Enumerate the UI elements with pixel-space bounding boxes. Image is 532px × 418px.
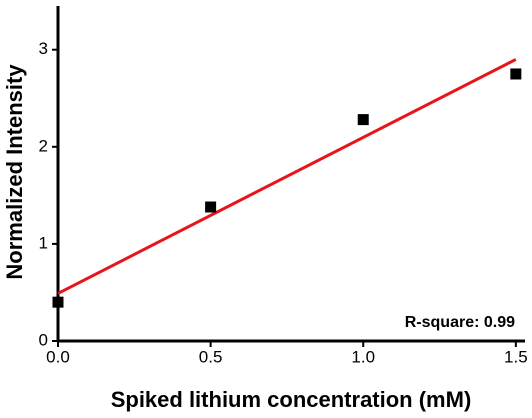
y-tick-label: 2	[39, 136, 48, 155]
y-tick-label: 1	[39, 233, 48, 252]
x-tick-label: 1.5	[504, 347, 528, 366]
data-point	[52, 296, 64, 308]
x-tick-label: 1.0	[351, 347, 375, 366]
y-axis-label: Normalized Intensity	[2, 64, 27, 280]
fit-line	[57, 58, 517, 295]
x-axis-label: Spiked lithium concentration (mM)	[111, 387, 472, 412]
data-point	[357, 114, 369, 126]
y-tick-label: 3	[39, 39, 48, 58]
x-tick-label: 0.0	[46, 347, 70, 366]
annotation: R-square: 0.99	[405, 314, 515, 331]
data-point	[510, 68, 522, 80]
data-point	[205, 201, 217, 213]
y-tick-label: 0	[39, 330, 48, 349]
x-tick-label: 0.5	[199, 347, 223, 366]
